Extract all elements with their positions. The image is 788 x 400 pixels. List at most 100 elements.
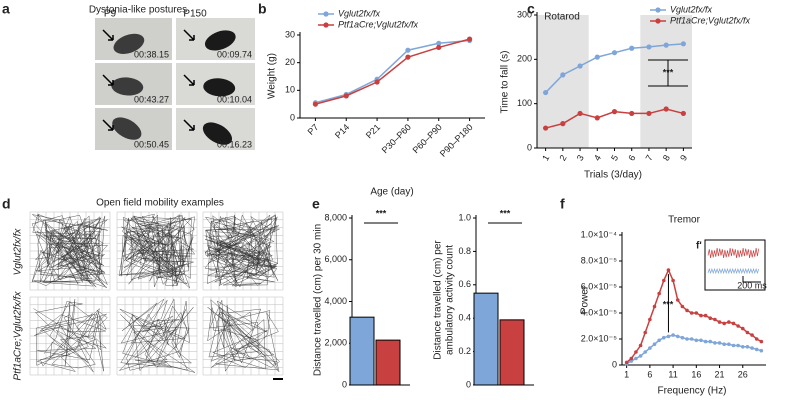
marker <box>405 47 411 53</box>
x-tick-label: P7 <box>306 122 321 137</box>
y-tick-label: 10 <box>285 85 295 95</box>
marker <box>717 341 722 345</box>
x-tick-label: 7 <box>644 153 655 162</box>
x-tick-label: 6 <box>626 153 637 162</box>
arrow <box>183 74 195 86</box>
marker <box>727 320 731 324</box>
mouse <box>202 122 233 145</box>
x-tick-label: P14 <box>333 122 351 140</box>
y-axis-label: Distance travelled (cm) per <box>433 240 444 360</box>
x-axis-label: Trials (3/day) <box>584 170 642 181</box>
marker <box>708 316 713 321</box>
timestamp: 00:10.04 <box>217 94 252 104</box>
y-tick-label: 0.4 <box>458 313 471 323</box>
marker <box>560 121 566 127</box>
marker <box>594 54 600 60</box>
y-tick-label: 2,000 <box>324 338 347 348</box>
timestamp: 00:50.45 <box>134 139 169 149</box>
legend-marker <box>323 11 329 17</box>
marker <box>680 335 685 340</box>
marker <box>611 109 618 115</box>
marker <box>745 330 750 335</box>
marker <box>740 326 745 331</box>
x-tick-label: 6 <box>647 369 652 379</box>
marker <box>436 44 442 51</box>
x-tick-label: 2 <box>557 153 568 162</box>
marker <box>750 333 754 337</box>
legend-marker <box>655 18 661 24</box>
timestamp: 00:43.27 <box>134 94 169 104</box>
mouse <box>112 117 142 140</box>
chart-title: Tremor <box>668 215 701 226</box>
marker <box>634 350 638 354</box>
x-axis-label: Frequency (Hz) <box>658 386 727 397</box>
marker <box>694 338 699 343</box>
x-axis-label: Age (day) <box>370 187 413 198</box>
row-label: Ptf1aCre;Vglut2fx/fx <box>13 291 24 381</box>
inset-trace <box>707 247 760 259</box>
arrow <box>183 119 195 131</box>
panel-letter: b <box>258 1 267 17</box>
marker <box>703 313 708 318</box>
marker <box>629 110 635 117</box>
line <box>315 39 470 104</box>
marker <box>736 324 740 328</box>
line <box>626 334 762 365</box>
marker <box>671 333 675 337</box>
legend-label: Vglut2fx/fx <box>338 8 381 18</box>
x-tick-label: 11 <box>668 369 677 379</box>
panel-d-title: Open field mobility examples <box>96 198 224 209</box>
inset-trace <box>707 267 760 275</box>
y-tick-label: 0.8 <box>458 246 471 256</box>
x-tick-label: 9 <box>678 153 689 162</box>
bar <box>375 339 401 386</box>
marker <box>708 339 713 344</box>
timestamp: 00:38.15 <box>134 49 169 59</box>
marker <box>646 110 652 117</box>
marker <box>671 278 675 283</box>
y-tick-label: 0 <box>290 112 295 122</box>
panel-letter: d <box>2 196 11 212</box>
sig-bracket <box>648 59 688 87</box>
marker <box>662 278 666 283</box>
arrow <box>102 74 114 86</box>
line <box>315 38 470 105</box>
x-tick-label: P30–P60 <box>380 122 413 155</box>
marker <box>629 356 634 361</box>
marker <box>754 337 759 341</box>
open-field <box>29 211 111 291</box>
open-field <box>116 296 198 376</box>
y-tick-label: 0 <box>342 379 347 389</box>
y-tick-label: 0 <box>612 359 617 369</box>
marker <box>543 89 549 96</box>
marker <box>680 110 686 117</box>
marker <box>722 321 726 326</box>
panel-letter: e <box>312 196 320 212</box>
x-tick-label: 16 <box>691 369 701 379</box>
arrow <box>183 29 195 41</box>
inset-scale <box>742 276 761 283</box>
y-tick-label: 8,000 <box>324 212 347 222</box>
trace <box>31 213 108 288</box>
y-tick-label: 8.0×10⁻⁵ <box>581 255 618 265</box>
marker <box>736 343 740 348</box>
marker <box>689 337 694 341</box>
marker <box>740 345 745 349</box>
y-axis-label: Weight (g) <box>267 53 278 99</box>
marker <box>594 115 600 121</box>
x-tick-label: 26 <box>738 369 748 379</box>
marker <box>638 354 643 358</box>
x-tick-label: 21 <box>715 369 725 379</box>
open-field <box>116 211 198 291</box>
marker <box>759 348 764 353</box>
x-tick-label: 3 <box>575 153 586 162</box>
y-axis-label: ambulatory activity count <box>445 245 456 355</box>
x-tick-label: 1 <box>624 369 629 379</box>
marker <box>680 41 686 47</box>
marker <box>685 308 689 313</box>
column-label: P9 <box>104 9 117 20</box>
marker <box>750 346 754 350</box>
marker <box>374 79 380 85</box>
marker <box>643 330 648 335</box>
legend-marker <box>323 22 329 28</box>
